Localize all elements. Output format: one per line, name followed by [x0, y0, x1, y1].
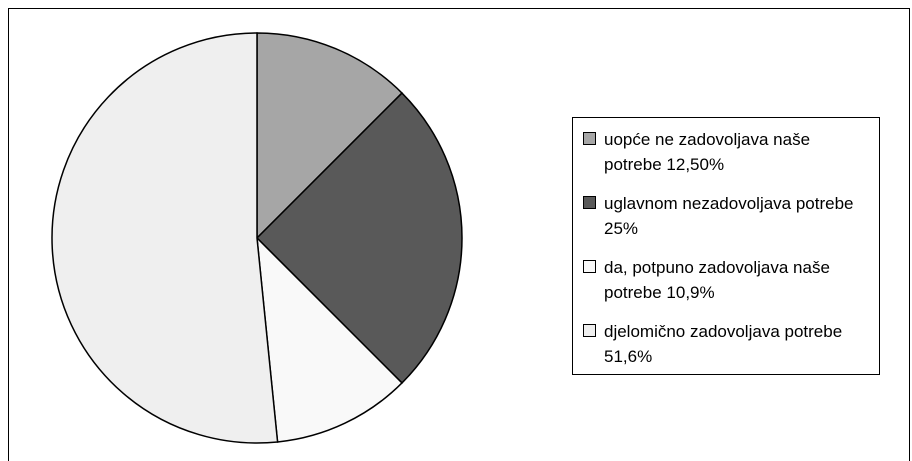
legend-value: 25% [604, 219, 639, 238]
legend-entry: da, potpuno zadovoljava naše potrebe 10,… [583, 255, 871, 305]
legend-entry: djelomično zadovoljava potrebe 51,6% [583, 319, 871, 369]
legend: uopće ne zadovoljava naše potrebe 12,50%… [572, 117, 880, 375]
legend-swatch [583, 132, 596, 145]
legend-entry: uopće ne zadovoljava naše potrebe 12,50% [583, 127, 871, 177]
legend-label: uopće ne zadovoljava naše potrebe [604, 130, 811, 174]
pie-slice [255, 91, 463, 385]
pie-slice [51, 32, 279, 444]
legend-value: 12,50% [666, 155, 725, 174]
legend-value: 51,6% [604, 347, 653, 366]
chart-frame [8, 8, 910, 461]
legend-value: 10,9% [666, 283, 715, 302]
legend-swatch [583, 324, 596, 337]
legend-swatch [583, 260, 596, 273]
legend-label: da, potpuno zadovoljava naše potrebe [604, 258, 830, 302]
legend-label: uglavnom nezadovoljava potrebe [604, 194, 854, 213]
pie-slice [256, 235, 404, 443]
pie-slice [256, 32, 404, 240]
legend-entry: uglavnom nezadovoljava potrebe 25% [583, 191, 871, 241]
legend-label: djelomično zadovoljava potrebe [604, 322, 843, 341]
legend-swatch [583, 196, 596, 209]
